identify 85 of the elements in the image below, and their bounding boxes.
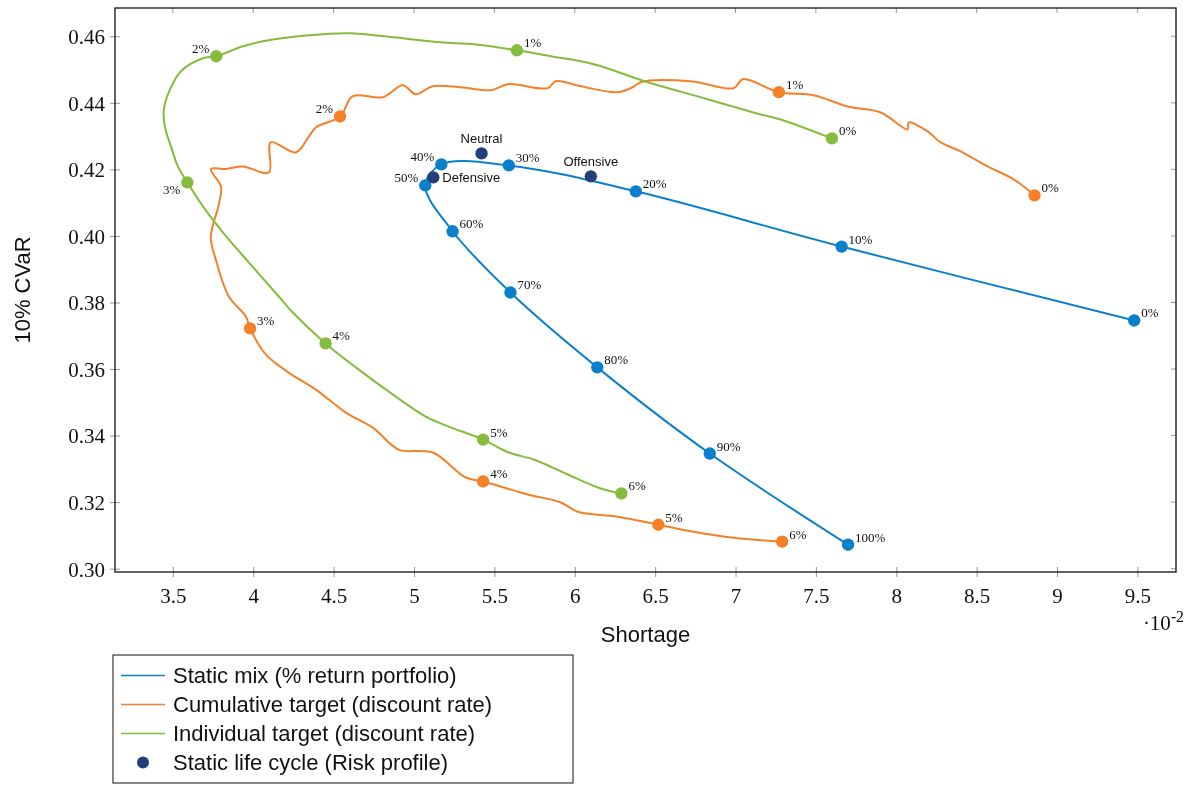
x-tick-label: 6 xyxy=(570,584,581,609)
legend-label: Static life cycle (Risk profile) xyxy=(173,750,449,776)
annotation: 60% xyxy=(459,216,484,232)
annotation: 0% xyxy=(1041,180,1060,196)
x-tick-label: 8 xyxy=(891,584,903,609)
annotation: 10% xyxy=(848,231,873,247)
point xyxy=(615,487,628,500)
annotation: 20% xyxy=(642,176,667,192)
annotation: 100% xyxy=(855,529,886,545)
y-tick-label: 0.42 xyxy=(68,158,105,183)
annotation: 2% xyxy=(191,41,210,57)
y-tick-label: 0.46 xyxy=(68,25,105,50)
point xyxy=(476,475,490,488)
point xyxy=(333,110,347,123)
x-tick-label: 5.5 xyxy=(481,584,509,609)
annotation: 0% xyxy=(838,123,857,139)
point xyxy=(476,433,490,446)
point xyxy=(181,176,194,189)
annotation: 2% xyxy=(315,101,334,117)
x-tick-label: 7.5 xyxy=(803,584,830,609)
x-tick-label: 7 xyxy=(730,584,742,609)
x-tick-label: 9 xyxy=(1052,584,1063,609)
legend-label: Individual target (discount rate) xyxy=(173,721,476,747)
y-tick-label: 0.30 xyxy=(68,557,105,582)
point xyxy=(835,240,848,253)
point xyxy=(775,535,789,548)
annotation: Offensive xyxy=(563,154,619,170)
point xyxy=(243,322,257,335)
x-tick-label: 9.5 xyxy=(1124,584,1152,609)
point xyxy=(629,185,643,198)
annotation: 6% xyxy=(628,478,646,494)
y-tick-label: 0.32 xyxy=(68,490,105,515)
annotation: 1% xyxy=(785,77,804,93)
y-tick-label: 0.40 xyxy=(68,224,105,249)
x-tick-label: 4.5 xyxy=(321,584,348,609)
legend-label: Cumulative target (discount rate) xyxy=(173,692,493,718)
annotation: 80% xyxy=(604,352,629,368)
x-tick-label: 6.5 xyxy=(642,584,669,609)
y-tick-label: 0.38 xyxy=(68,291,105,316)
x-axis-title: Shortage xyxy=(600,622,691,647)
annotation: 3% xyxy=(163,182,181,198)
annotation: Defensive xyxy=(442,170,501,186)
legend-label: Static mix (% return portfolio) xyxy=(173,663,457,689)
annotation: 5% xyxy=(490,424,508,440)
point xyxy=(475,147,488,160)
point xyxy=(510,44,524,57)
point xyxy=(1028,189,1041,202)
point xyxy=(772,86,786,99)
y-axis-title: 10% CVaR xyxy=(10,236,35,344)
annotation: Neutral xyxy=(460,131,503,147)
annotation: 0% xyxy=(1141,305,1159,321)
y-tick-label: 0.44 xyxy=(68,91,106,116)
text: ·10$^{-2}$ xyxy=(1142,607,1184,635)
annotation: 1% xyxy=(523,35,542,51)
point xyxy=(825,132,839,145)
point xyxy=(1128,314,1141,327)
annotation: 30% xyxy=(515,150,540,166)
x-tick-label: 8.5 xyxy=(964,584,991,609)
annotation: 6% xyxy=(789,526,807,542)
x-tick-label: 4 xyxy=(248,584,260,609)
point xyxy=(446,225,459,238)
point xyxy=(591,361,604,374)
point xyxy=(319,337,332,350)
y-tick-label: 0.34 xyxy=(68,424,106,449)
point xyxy=(210,50,223,63)
point xyxy=(652,518,665,531)
annotation: 50% xyxy=(394,170,419,186)
annotation: 3% xyxy=(257,313,275,329)
annotation: 70% xyxy=(517,277,542,293)
y-tick-label: 0.36 xyxy=(68,357,105,382)
point xyxy=(419,179,432,192)
point xyxy=(504,286,517,299)
annotation: 4% xyxy=(490,466,508,482)
point xyxy=(703,447,716,460)
annotation: 4% xyxy=(332,328,351,344)
x-tick-label: 5 xyxy=(409,584,420,609)
point xyxy=(427,171,440,184)
x-tick-label: 3.5 xyxy=(160,584,187,609)
point xyxy=(841,538,855,551)
annotation: 5% xyxy=(665,509,683,525)
annotation: 40% xyxy=(410,149,435,165)
point xyxy=(584,170,598,183)
point xyxy=(435,158,448,171)
point xyxy=(502,159,516,172)
annotation: 90% xyxy=(716,438,741,454)
